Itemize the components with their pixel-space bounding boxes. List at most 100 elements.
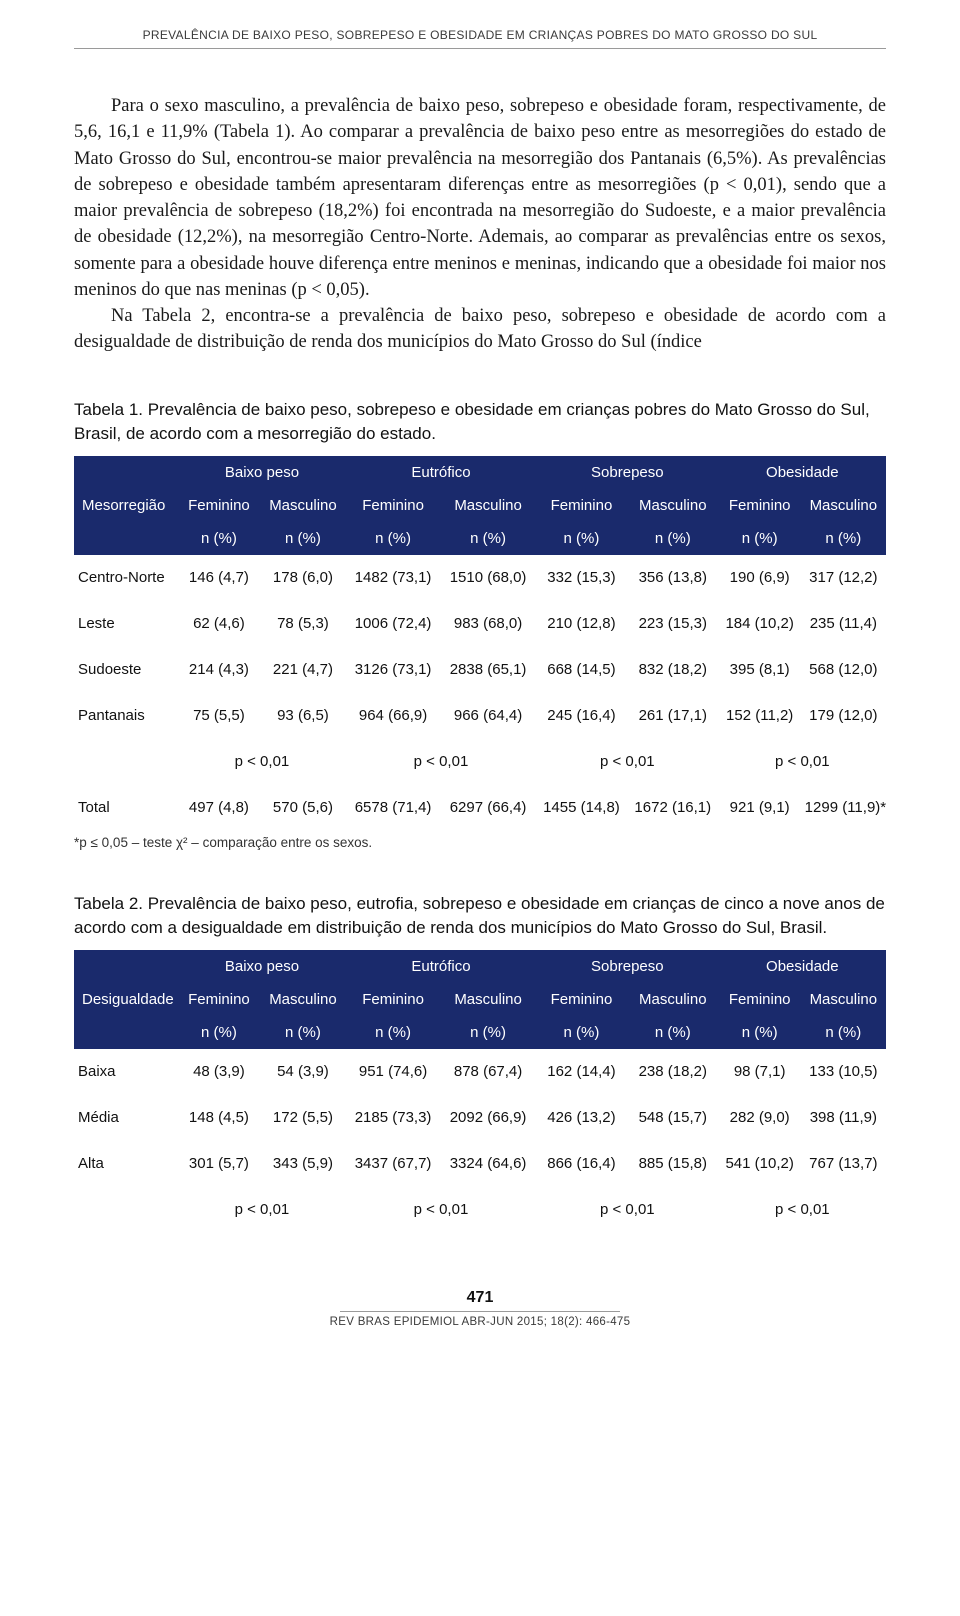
cell: 966 (64,4)	[440, 692, 536, 738]
table1-sub-0m: Masculino	[260, 489, 346, 522]
cell: 6297 (66,4)	[440, 784, 536, 830]
table1-unit-4: n (%)	[536, 522, 627, 555]
cell: Pantanais	[74, 692, 178, 738]
cell: p < 0,01	[346, 738, 536, 784]
table2-unit-6: n (%)	[719, 1016, 801, 1049]
cell: 133 (10,5)	[801, 1049, 886, 1095]
cell: 426 (13,2)	[536, 1095, 627, 1141]
cell: p < 0,01	[536, 1187, 719, 1233]
cell: Total	[74, 784, 178, 830]
cell: 179 (12,0)	[801, 692, 886, 738]
cell: 1672 (16,1)	[627, 784, 719, 830]
cell: 261 (17,1)	[627, 692, 719, 738]
table2-sub-0f: Feminino	[178, 983, 260, 1016]
table1-sub-3m: Masculino	[801, 489, 886, 522]
page-footer: 471 REV BRAS EPIDEMIOL ABR-JUN 2015; 18(…	[74, 1289, 886, 1328]
table1-total-row: Total 497 (4,8) 570 (5,6) 6578 (71,4) 62…	[74, 784, 886, 830]
table1-head: Mesorregião Baixo peso Eutrófico Sobrepe…	[74, 456, 886, 555]
cell: 78 (5,3)	[260, 600, 346, 646]
page: PREVALÊNCIA DE BAIXO PESO, SOBREPESO E O…	[0, 0, 960, 1368]
cell: 497 (4,8)	[178, 784, 260, 830]
cell: 332 (15,3)	[536, 555, 627, 601]
table1-unit-7: n (%)	[801, 522, 886, 555]
table1-sub-1m: Masculino	[440, 489, 536, 522]
table1-body: Centro-Norte 146 (4,7) 178 (6,0) 1482 (7…	[74, 555, 886, 831]
table2-rowheader: Desigualdade	[74, 950, 178, 1049]
table2: Desigualdade Baixo peso Eutrófico Sobrep…	[74, 950, 886, 1233]
cell: p < 0,01	[178, 1187, 346, 1233]
cell: 148 (4,5)	[178, 1095, 260, 1141]
table2-unit-7: n (%)	[801, 1016, 886, 1049]
table2-head: Desigualdade Baixo peso Eutrófico Sobrep…	[74, 950, 886, 1049]
cell: 570 (5,6)	[260, 784, 346, 830]
table-row: Alta 301 (5,7) 343 (5,9) 3437 (67,7) 332…	[74, 1141, 886, 1187]
table1-sub-1f: Feminino	[346, 489, 440, 522]
cell: 964 (66,9)	[346, 692, 440, 738]
table2-sub-2m: Masculino	[627, 983, 719, 1016]
table1-unit-0: n (%)	[178, 522, 260, 555]
page-number: 471	[74, 1289, 886, 1307]
cell: 1455 (14,8)	[536, 784, 627, 830]
cell: 398 (11,9)	[801, 1095, 886, 1141]
cell: Sudoeste	[74, 646, 178, 692]
table2-caption: Tabela 2. Prevalência de baixo peso, eut…	[74, 892, 886, 940]
table1-sub-3f: Feminino	[719, 489, 801, 522]
table2-group-2: Sobrepeso	[536, 950, 719, 983]
table-row: Baixa 48 (3,9) 54 (3,9) 951 (74,6) 878 (…	[74, 1049, 886, 1095]
cell: 223 (15,3)	[627, 600, 719, 646]
cell: 98 (7,1)	[719, 1049, 801, 1095]
table2-unit-3: n (%)	[440, 1016, 536, 1049]
table-row: Pantanais 75 (5,5) 93 (6,5) 964 (66,9) 9…	[74, 692, 886, 738]
table2-sub-3f: Feminino	[719, 983, 801, 1016]
table1-unit-1: n (%)	[260, 522, 346, 555]
cell: p < 0,01	[719, 738, 886, 784]
cell: 1006 (72,4)	[346, 600, 440, 646]
table-row: Leste 62 (4,6) 78 (5,3) 1006 (72,4) 983 …	[74, 600, 886, 646]
table1-group-1: Eutrófico	[346, 456, 536, 489]
cell: 1482 (73,1)	[346, 555, 440, 601]
table2-sub-0m: Masculino	[260, 983, 346, 1016]
table1-unit-2: n (%)	[346, 522, 440, 555]
table2-unit-4: n (%)	[536, 1016, 627, 1049]
body-text: Para o sexo masculino, a prevalência de …	[74, 93, 886, 356]
cell: 885 (15,8)	[627, 1141, 719, 1187]
cell: 343 (5,9)	[260, 1141, 346, 1187]
cell: 48 (3,9)	[178, 1049, 260, 1095]
cell: Alta	[74, 1141, 178, 1187]
table2-unit-5: n (%)	[627, 1016, 719, 1049]
footer-rule	[340, 1311, 620, 1312]
cell: Baixa	[74, 1049, 178, 1095]
cell: p < 0,01	[719, 1187, 886, 1233]
table-row: Média 148 (4,5) 172 (5,5) 2185 (73,3) 20…	[74, 1095, 886, 1141]
cell: 395 (8,1)	[719, 646, 801, 692]
cell: 921 (9,1)	[719, 784, 801, 830]
cell: 1510 (68,0)	[440, 555, 536, 601]
table1: Mesorregião Baixo peso Eutrófico Sobrepe…	[74, 456, 886, 831]
cell: 1299 (11,9)*	[801, 784, 886, 830]
cell: 146 (4,7)	[178, 555, 260, 601]
cell: p < 0,01	[536, 738, 719, 784]
cell: 2838 (65,1)	[440, 646, 536, 692]
cell: 568 (12,0)	[801, 646, 886, 692]
table2-unit-1: n (%)	[260, 1016, 346, 1049]
table2-sub-3m: Masculino	[801, 983, 886, 1016]
cell: 668 (14,5)	[536, 646, 627, 692]
table2-sub-1m: Masculino	[440, 983, 536, 1016]
cell: 152 (11,2)	[719, 692, 801, 738]
cell: 162 (14,4)	[536, 1049, 627, 1095]
cell: 866 (16,4)	[536, 1141, 627, 1187]
cell: Centro-Norte	[74, 555, 178, 601]
cell: 548 (15,7)	[627, 1095, 719, 1141]
cell: 238 (18,2)	[627, 1049, 719, 1095]
table2-unit-0: n (%)	[178, 1016, 260, 1049]
cell: 356 (13,8)	[627, 555, 719, 601]
cell: 301 (5,7)	[178, 1141, 260, 1187]
table2-group-0: Baixo peso	[178, 950, 346, 983]
cell: 317 (12,2)	[801, 555, 886, 601]
cell: 3126 (73,1)	[346, 646, 440, 692]
cell: 190 (6,9)	[719, 555, 801, 601]
table1-sub-2m: Masculino	[627, 489, 719, 522]
cell: 878 (67,4)	[440, 1049, 536, 1095]
table1-unit-3: n (%)	[440, 522, 536, 555]
table1-pvalue-row: p < 0,01 p < 0,01 p < 0,01 p < 0,01	[74, 738, 886, 784]
